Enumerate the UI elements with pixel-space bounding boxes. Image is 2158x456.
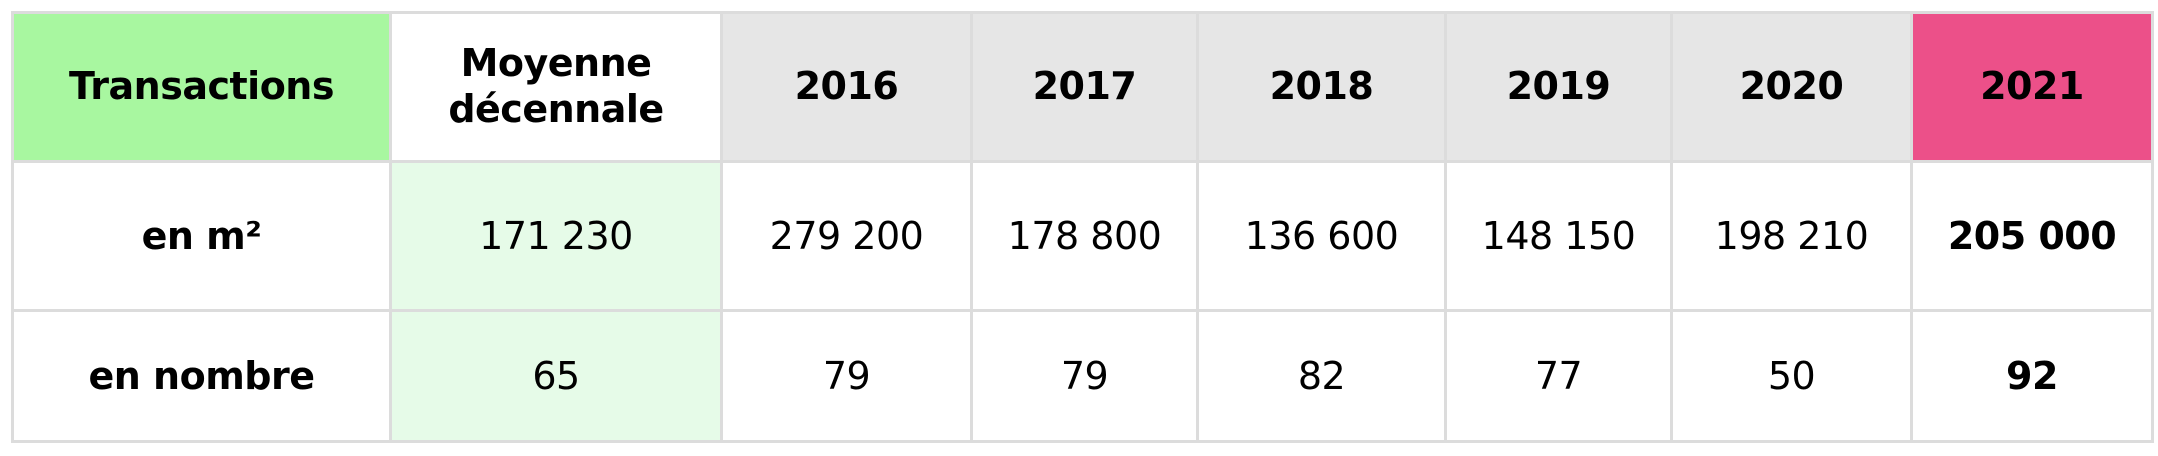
header-cell: 2018 <box>1196 11 1447 163</box>
header-cell: 2017 <box>970 11 1199 163</box>
header-cell: 2021 <box>1910 11 2154 163</box>
cell: 77 <box>1444 309 1673 443</box>
cell: en nombre <box>11 309 392 443</box>
header-row: Transactions Moyenne décennale 2016 2017 201… <box>11 11 2154 163</box>
cell: 279 200 <box>720 160 973 312</box>
cell: 79 <box>970 309 1199 443</box>
cell: 205 000 <box>1910 160 2154 312</box>
cell: 65 <box>389 309 723 443</box>
header-cell: 2020 <box>1670 11 1913 163</box>
transactions-table: Transactions Moyenne décennale 2016 2017 201… <box>11 11 2154 443</box>
cell: 198 210 <box>1670 160 1913 312</box>
cell: 50 <box>1670 309 1913 443</box>
cell: 82 <box>1196 309 1447 443</box>
row: en m² 171 230 279 200 178 800 136 600 148 150… <box>11 160 2154 312</box>
cell: 171 230 <box>389 160 723 312</box>
cell: 92 <box>1910 309 2154 443</box>
header-cell: Transactions <box>11 11 392 163</box>
cell: 79 <box>720 309 973 443</box>
row: en nombre 65 79 79 82 77 50 92 <box>11 309 2154 443</box>
cell: 136 600 <box>1196 160 1447 312</box>
cell: 148 150 <box>1444 160 1673 312</box>
cell: 178 800 <box>970 160 1199 312</box>
cell: en m² <box>11 160 392 312</box>
header-cell: Moyenne décennale <box>389 11 723 163</box>
header-cell: 2016 <box>720 11 973 163</box>
header-cell: 2019 <box>1444 11 1673 163</box>
